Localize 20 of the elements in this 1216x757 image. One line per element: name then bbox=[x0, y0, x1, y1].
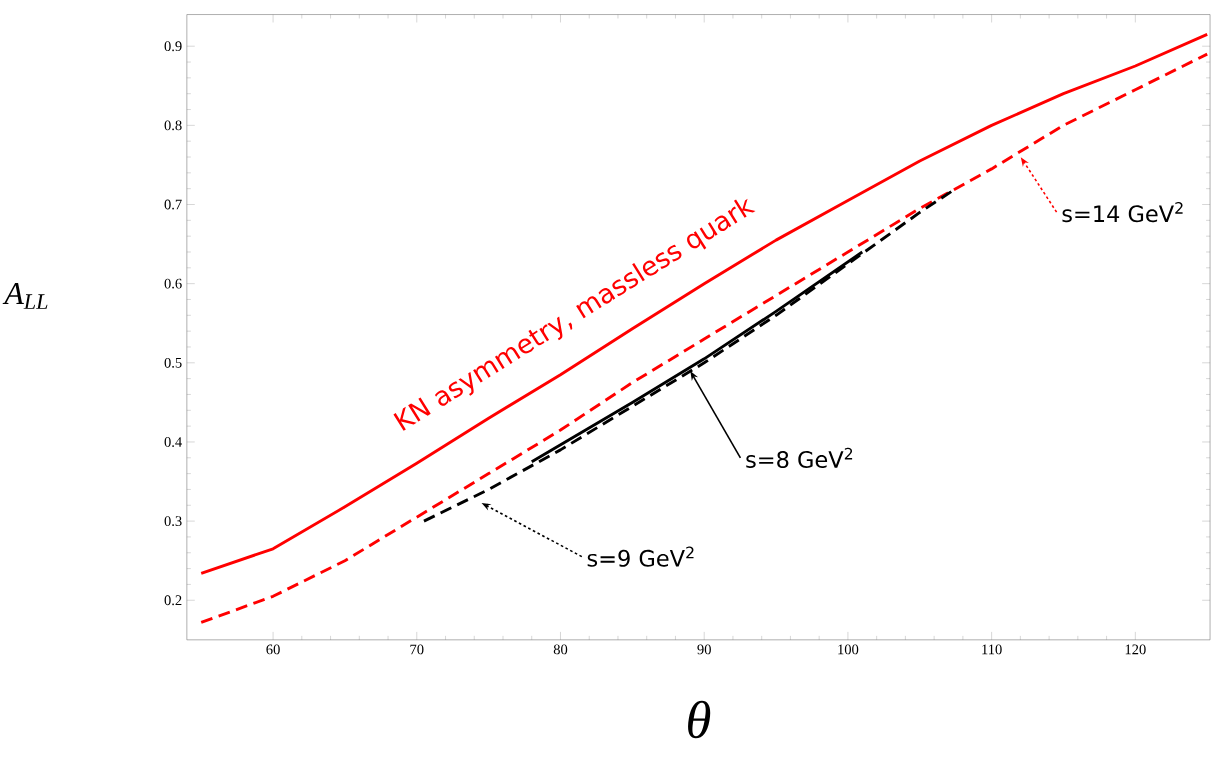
x-tick-label: 60 bbox=[266, 644, 280, 655]
y-tick-label: 0.4 bbox=[164, 436, 182, 447]
x-tick-label: 80 bbox=[553, 644, 568, 655]
y-tick-label: 0.7 bbox=[164, 199, 182, 210]
annotation: s=14 GeV$^{2}$ bbox=[1062, 201, 1183, 223]
x-tick-label: 70 bbox=[410, 644, 424, 655]
annotation: s=9 GeV$^{2}$ bbox=[587, 546, 694, 567]
y-tick-label: 0.3 bbox=[164, 515, 182, 526]
y-tick-label: 0.5 bbox=[164, 357, 182, 368]
y-axis-title: A$_{LL}$ bbox=[2, 282, 48, 309]
y-tick-label: 0.6 bbox=[164, 278, 182, 289]
x-tick-label: 110 bbox=[982, 644, 1002, 655]
y-tick-label: 0.2 bbox=[164, 595, 182, 605]
x-axis-title: θ bbox=[688, 700, 711, 739]
x-tick-label: 120 bbox=[1125, 644, 1146, 655]
y-tick-label: 0.8 bbox=[164, 120, 182, 131]
annotation: s=8 GeV$^{2}$ bbox=[746, 447, 853, 468]
x-tick-label: 100 bbox=[838, 644, 859, 655]
x-tick-label: 90 bbox=[697, 644, 711, 655]
y-tick-label: 0.9 bbox=[164, 41, 182, 51]
